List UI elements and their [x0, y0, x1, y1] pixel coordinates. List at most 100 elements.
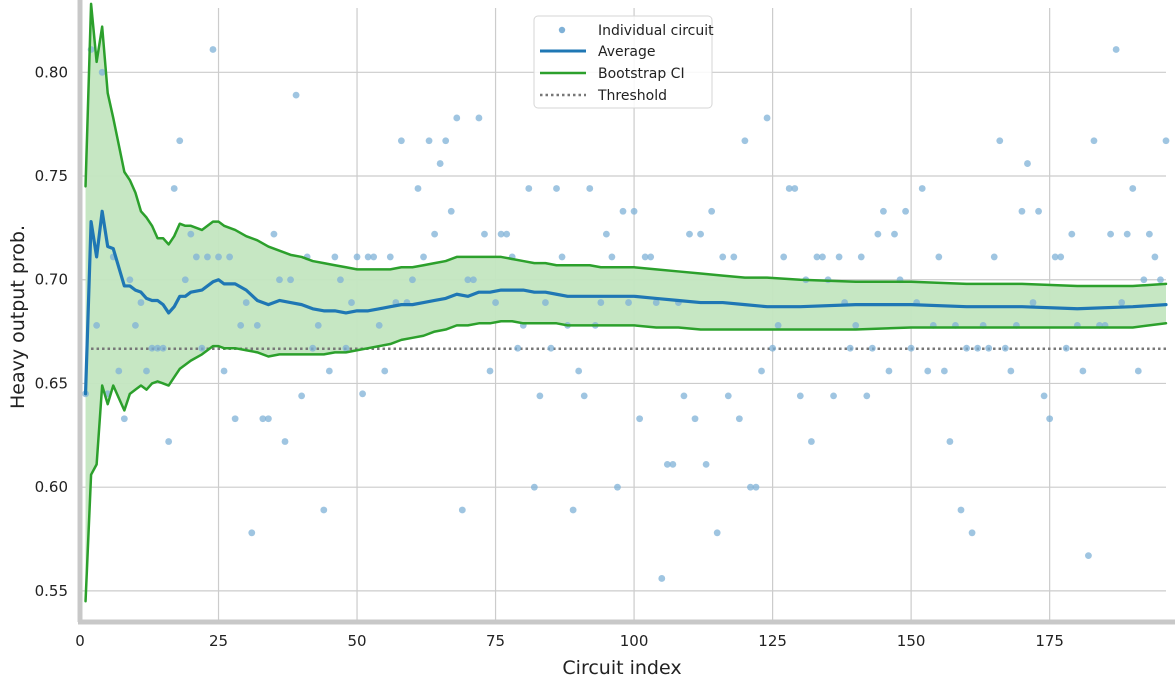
individual-circuit-point	[630, 207, 638, 215]
individual-circuit-point	[98, 68, 106, 76]
individual-circuit-point	[226, 253, 234, 261]
individual-circuit-point	[602, 230, 610, 238]
individual-circuit-point	[220, 367, 228, 375]
individual-circuit-point	[580, 392, 588, 400]
individual-circuit-point	[159, 344, 167, 352]
x-tick-label: 0	[75, 632, 85, 650]
spine-layer	[77, 0, 1175, 625]
individual-circuit-point	[924, 367, 932, 375]
individual-circuit-point	[143, 367, 150, 375]
individual-circuit-point	[1118, 299, 1126, 306]
individual-circuit-point	[1001, 344, 1009, 352]
individual-circuit-point	[769, 344, 777, 352]
individual-circuit-point	[364, 253, 372, 261]
individual-circuit-point	[381, 367, 389, 375]
individual-circuit-point	[819, 253, 826, 261]
individual-circuit-point	[963, 344, 970, 352]
individual-circuit-point	[763, 114, 771, 122]
individual-circuit-point	[880, 207, 887, 215]
legend: Individual circuit Average Bootstrap CI …	[533, 15, 714, 109]
individual-circuit-point	[242, 299, 250, 306]
individual-circuit-point	[1007, 367, 1015, 375]
individual-circuit-point	[298, 392, 306, 400]
individual-circuit-point	[647, 253, 655, 261]
individual-circuit-point	[1112, 46, 1120, 53]
individual-circuit-point	[331, 253, 339, 261]
individual-circuit-point	[181, 276, 189, 284]
individual-circuit-point	[1068, 230, 1076, 238]
individual-circuit-point	[686, 230, 693, 238]
individual-circuit-point	[436, 160, 444, 167]
individual-circuit-point	[314, 321, 322, 329]
individual-circuit-point	[542, 299, 549, 306]
individual-circuit-point	[752, 483, 760, 491]
individual-circuit-point	[458, 506, 466, 514]
individual-circuit-point	[785, 185, 793, 192]
individual-circuit-point	[608, 253, 616, 261]
individual-circuit-point	[1140, 276, 1148, 284]
individual-circuit-point	[93, 321, 101, 329]
individual-circuit-point	[614, 483, 621, 491]
individual-circuit-point	[619, 207, 627, 215]
individual-circuit-point	[348, 299, 355, 306]
individual-circuit-point	[325, 367, 333, 375]
individual-circuit-point	[198, 344, 206, 352]
individual-circuit-point	[807, 438, 815, 445]
y-axis-label: Heavy output prob.	[7, 225, 29, 409]
individual-circuit-point	[215, 253, 222, 261]
individual-circuit-point	[597, 299, 605, 306]
legend-label-bootstrap-ci: Bootstrap CI	[598, 66, 685, 82]
individual-circuit-point	[758, 367, 765, 375]
individual-circuit-point	[547, 344, 555, 352]
individual-circuit-point	[176, 137, 184, 145]
individual-circuit-point	[397, 137, 405, 145]
individual-circuit-point	[353, 253, 361, 261]
y-tick-label: 0.65	[35, 374, 68, 392]
individual-circuit-point	[697, 230, 704, 238]
individual-circuit-point	[1151, 253, 1159, 261]
individual-circuit-point	[625, 299, 632, 306]
individual-circuit-point	[126, 276, 134, 284]
individual-circuit-point	[1162, 137, 1170, 145]
individual-circuit-point	[730, 253, 738, 261]
individual-circuit-point	[863, 392, 871, 400]
individual-circuit-point	[1085, 552, 1092, 560]
individual-circuit-point	[874, 230, 882, 238]
individual-circuit-point	[525, 185, 533, 192]
individual-circuit-point	[492, 299, 499, 306]
y-tick-label: 0.80	[35, 63, 68, 81]
individual-circuit-point	[741, 137, 749, 145]
individual-circuit-point	[253, 321, 261, 329]
legend-label-individual-circuit: Individual circuit	[598, 23, 714, 39]
y-tick-label: 0.70	[35, 271, 68, 289]
individual-circuit-point	[1157, 276, 1164, 284]
legend-marker-individual-circuit	[558, 26, 566, 34]
individual-circuit-point	[115, 367, 123, 375]
legend-label-average: Average	[598, 44, 656, 60]
individual-circuit-point	[420, 253, 427, 261]
y-tick-label: 0.75	[35, 167, 68, 185]
line-layer	[83, 2, 1168, 603]
individual-circuit-point	[780, 253, 788, 261]
individual-circuit-point	[342, 344, 350, 352]
individual-circuit-point	[1035, 207, 1042, 215]
individual-circuit-point	[187, 230, 195, 238]
individual-circuit-point	[569, 506, 577, 514]
individual-circuit-point	[530, 483, 538, 491]
individual-circuit-point	[852, 321, 860, 329]
bootstrap-ci-upper-line	[84, 2, 1168, 288]
individual-circuit-point	[691, 415, 699, 423]
individual-circuit-point	[1057, 253, 1065, 261]
individual-circuit-point	[1029, 299, 1037, 306]
individual-circuit-point	[774, 321, 782, 329]
individual-circuit-point	[170, 185, 178, 192]
individual-circuit-point	[935, 253, 943, 261]
individual-circuit-point	[409, 276, 416, 284]
individual-circuit-point	[475, 114, 483, 122]
individual-circuit-point	[747, 483, 754, 491]
individual-circuit-point	[442, 137, 450, 145]
individual-circuit-point	[209, 46, 217, 53]
individual-circuit-point	[1090, 137, 1098, 145]
individual-circuit-point	[1046, 415, 1054, 423]
